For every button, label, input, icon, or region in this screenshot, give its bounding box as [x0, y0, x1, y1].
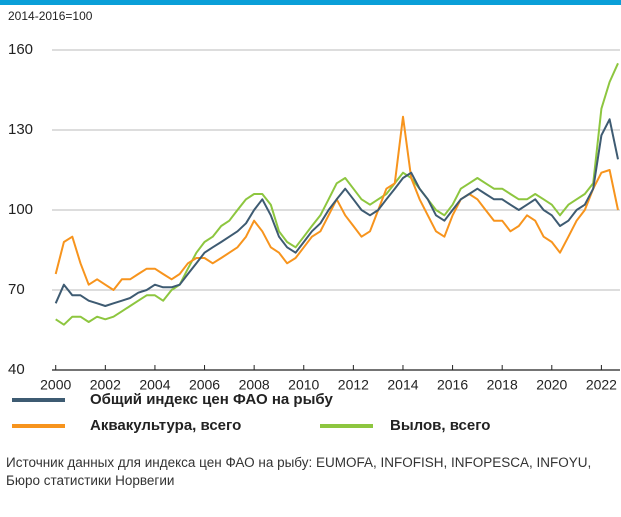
legend-label: Аквакультура, всего	[90, 417, 241, 434]
y-tick-label: 100	[8, 201, 33, 218]
x-tick-label: 2002	[90, 377, 121, 393]
source-note: Источник данных для индекса цен ФАО на р…	[6, 455, 592, 488]
y-tick-label: 40	[8, 361, 25, 378]
x-tick-label: 2006	[189, 377, 220, 393]
x-tick-label: 2018	[487, 377, 518, 393]
top-bar	[0, 0, 621, 5]
x-tick-label: 2022	[586, 377, 617, 393]
x-tick-label: 2016	[437, 377, 468, 393]
x-tick-label: 2000	[40, 377, 71, 393]
x-tick-label: 2004	[139, 377, 170, 393]
x-tick-label: 2014	[387, 377, 418, 393]
chart: 2014-2016=100 40 70 100 130 160 2000 2002 2004 2…	[0, 0, 621, 434]
x-tick-label: 2020	[536, 377, 567, 393]
series-line	[54, 118, 619, 307]
y-tick-label: 130	[8, 121, 33, 138]
y-tick-label: 160	[8, 41, 33, 58]
x-tick-label: 2008	[239, 377, 270, 393]
legend-label: Общий индекс цен ФАО на рыбу	[90, 391, 333, 408]
x-tick-label: 2010	[288, 377, 319, 393]
subtitle: 2014-2016=100	[8, 9, 93, 23]
x-tick-label: 2012	[338, 377, 369, 393]
series-line	[55, 62, 619, 326]
y-tick-label: 70	[8, 281, 25, 298]
series-line	[54, 115, 619, 291]
legend-label: Вылов, всего	[390, 417, 490, 434]
